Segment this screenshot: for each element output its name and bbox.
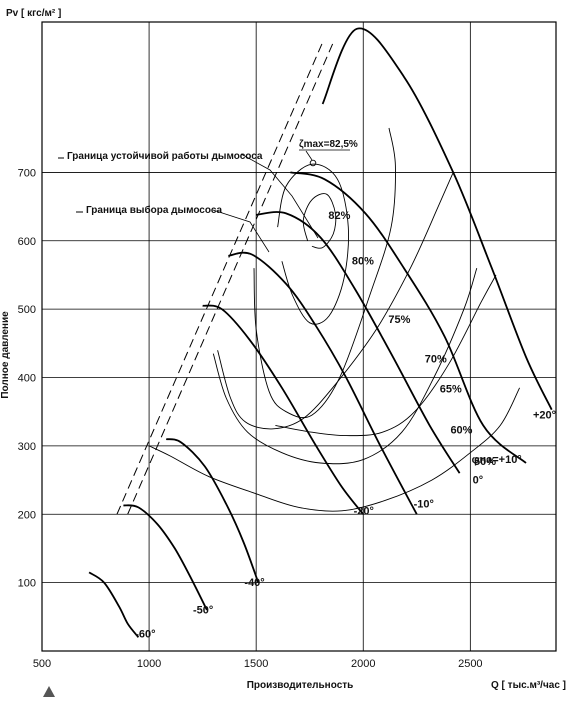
y-tick-label: 600 <box>18 236 36 248</box>
y-tick-label: 300 <box>18 441 36 453</box>
boundary-line-2 <box>116 42 324 515</box>
pressure-curve-20 <box>321 27 553 411</box>
curve-label: -20° <box>354 505 374 517</box>
curve-label: -50° <box>193 604 213 616</box>
x-tick-label: 1500 <box>244 658 268 670</box>
plot-frame <box>41 21 557 652</box>
stability-boundary-label: Граница устойчивой работы дымососа <box>67 150 263 162</box>
x-axis-title: Производительность <box>247 680 354 691</box>
boundary-lines <box>116 42 334 515</box>
efficiency-contour-82 <box>302 193 337 249</box>
curve-label: 70% <box>425 353 447 365</box>
efficiency-contour-50 <box>148 387 520 512</box>
triangle-marker-icon <box>43 686 55 697</box>
efficiency-contour-80 <box>277 163 349 325</box>
curve-label: -60° <box>135 628 155 640</box>
x-tick-label: 2500 <box>458 658 482 670</box>
curve-label: 0° <box>473 474 484 486</box>
curve-label: +20° <box>533 410 556 422</box>
pressure-curve-60 <box>88 571 140 638</box>
x-axis-units: Q [ тыс.м³/час ] <box>491 680 566 691</box>
eta-max-leader <box>305 150 313 161</box>
curve-label: -40° <box>244 577 264 589</box>
pressure-curve-10 <box>228 251 418 515</box>
selection-boundary-leader <box>212 209 270 253</box>
curve-label: 82% <box>328 210 350 222</box>
y-tick-label: 200 <box>18 509 36 521</box>
y-axis-title: Pv [ кгс/м² ] <box>6 8 61 19</box>
pressure-curve-20 <box>202 304 365 515</box>
curve-label: -10° <box>414 498 434 510</box>
efficiency-contours <box>148 127 520 512</box>
x-tick-label: 2000 <box>351 658 375 670</box>
x-tick-label: 1000 <box>137 658 161 670</box>
pressure-curve-на-10 <box>290 171 527 464</box>
pressure-curves <box>88 27 553 638</box>
curve-label: φна=+10° <box>472 454 522 466</box>
y-tick-label: 100 <box>18 578 36 590</box>
pressure-curve-50 <box>123 504 208 611</box>
y-tick-label: 500 <box>18 304 36 316</box>
pressure-curve-40 <box>166 438 260 583</box>
efficiency-contour-60 <box>275 274 497 437</box>
grid <box>41 22 556 651</box>
eta-max-label: ζmax=82,5% <box>299 139 358 150</box>
curve-label: 75% <box>388 314 410 326</box>
eta-max-point-icon <box>309 159 317 167</box>
x-tick-label: 500 <box>33 658 51 670</box>
curve-label: 65% <box>440 384 462 396</box>
efficiency-contour-70 <box>217 172 454 430</box>
x-tick-labels: 500 1000 1500 2000 2500 <box>33 658 483 670</box>
pressure-curve-0 <box>256 211 461 474</box>
curve-labels: +20° φна=+10° 0° -10° -20° -40° -50° -60° 82% 80%… <box>135 210 556 640</box>
y-tick-label: 400 <box>18 373 36 385</box>
efficiency-contour-75 <box>253 127 396 419</box>
y-tick-labels: 100 200 300 400 500 600 700 <box>18 167 36 589</box>
curve-label: 60% <box>450 425 472 437</box>
curve-label: 50% <box>474 456 496 468</box>
y-tick-label: 700 <box>18 167 36 179</box>
selection-boundary-label: Граница выбора дымососа <box>86 204 223 216</box>
stability-boundary-leader <box>240 153 319 239</box>
efficiency-contour-65 <box>212 267 478 465</box>
curve-label: 80% <box>352 256 374 268</box>
boundary-line-1 <box>127 42 334 515</box>
y-axis-side-label: Полное давление <box>0 311 11 399</box>
